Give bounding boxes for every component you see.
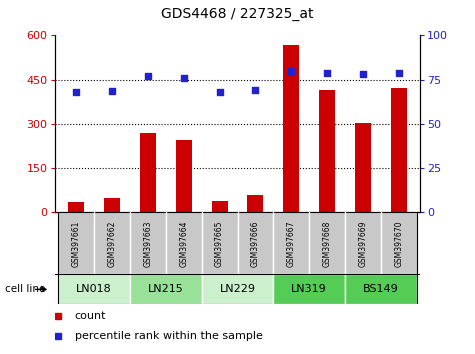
Text: LN215: LN215 bbox=[148, 284, 184, 295]
Text: GSM397662: GSM397662 bbox=[107, 220, 116, 267]
Bar bbox=[309, 212, 345, 274]
Text: GSM397668: GSM397668 bbox=[323, 220, 332, 267]
Point bbox=[252, 87, 259, 93]
Bar bbox=[247, 195, 264, 212]
Bar bbox=[238, 212, 273, 274]
Point bbox=[287, 68, 295, 74]
Point bbox=[395, 70, 403, 75]
Text: GDS4468 / 227325_at: GDS4468 / 227325_at bbox=[161, 7, 314, 21]
Bar bbox=[94, 212, 130, 274]
Bar bbox=[273, 212, 309, 274]
Text: LN319: LN319 bbox=[291, 284, 327, 295]
Point bbox=[72, 89, 80, 95]
Bar bbox=[68, 202, 84, 212]
Bar bbox=[58, 212, 94, 274]
Bar bbox=[211, 201, 228, 212]
Text: LN018: LN018 bbox=[76, 284, 112, 295]
Text: GSM397670: GSM397670 bbox=[394, 220, 403, 267]
Text: percentile rank within the sample: percentile rank within the sample bbox=[75, 331, 263, 341]
Text: GSM397669: GSM397669 bbox=[359, 220, 368, 267]
Text: GSM397664: GSM397664 bbox=[179, 220, 188, 267]
Point bbox=[359, 72, 367, 77]
Bar bbox=[166, 212, 202, 274]
Text: GSM397667: GSM397667 bbox=[287, 220, 296, 267]
Bar bbox=[319, 90, 335, 212]
Bar bbox=[104, 198, 120, 212]
Point bbox=[144, 73, 152, 79]
Point bbox=[323, 70, 331, 75]
Bar bbox=[58, 274, 130, 304]
Bar bbox=[381, 212, 417, 274]
Text: LN229: LN229 bbox=[219, 284, 256, 295]
Bar bbox=[355, 123, 371, 212]
Point bbox=[108, 88, 116, 94]
Text: GSM397666: GSM397666 bbox=[251, 220, 260, 267]
Bar bbox=[345, 274, 417, 304]
Bar bbox=[202, 274, 273, 304]
Text: BS149: BS149 bbox=[363, 284, 399, 295]
Bar bbox=[202, 212, 238, 274]
Bar bbox=[283, 45, 299, 212]
Bar bbox=[130, 212, 166, 274]
Bar bbox=[140, 133, 156, 212]
Point bbox=[180, 75, 188, 81]
Point bbox=[216, 89, 223, 95]
Text: cell line: cell line bbox=[5, 284, 45, 295]
Text: GSM397665: GSM397665 bbox=[215, 220, 224, 267]
Bar bbox=[176, 140, 192, 212]
Text: GSM397661: GSM397661 bbox=[72, 220, 81, 267]
Bar bbox=[345, 212, 381, 274]
Bar bbox=[391, 88, 407, 212]
Text: count: count bbox=[75, 311, 106, 321]
Bar bbox=[130, 274, 202, 304]
Bar bbox=[273, 274, 345, 304]
Text: GSM397663: GSM397663 bbox=[143, 220, 152, 267]
